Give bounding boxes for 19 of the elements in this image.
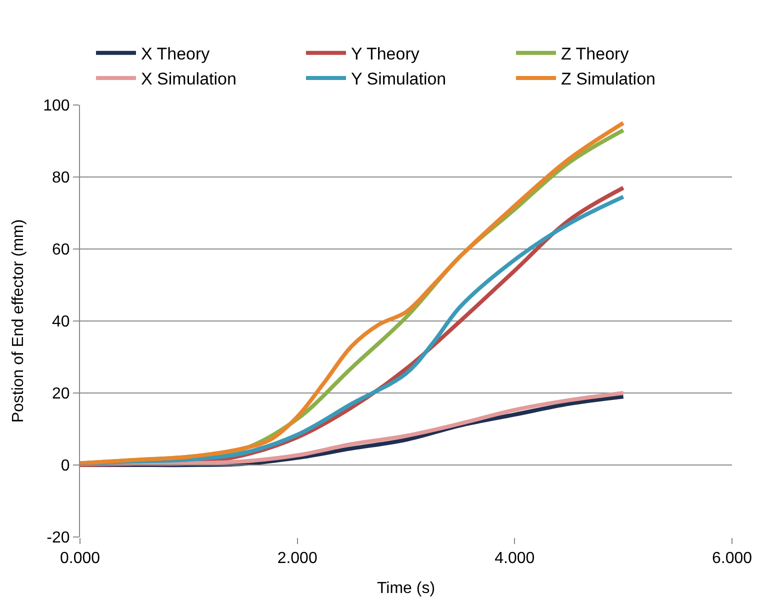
legend-label: Z Simulation [561, 70, 656, 89]
x-axis-title: Time (s) [376, 580, 436, 597]
x-tick-label: 4.000 [494, 550, 535, 568]
y-tick-label: 40 [52, 314, 70, 331]
legend-label: X Theory [141, 44, 210, 64]
y-tick-label: 100 [43, 98, 70, 115]
y-tick-label: -20 [46, 530, 70, 547]
legend-label: X Simulation [141, 70, 236, 89]
y-tick-label: 0 [60, 458, 70, 475]
x-tick-label: 2.000 [277, 550, 318, 568]
x-tick-label: 0.000 [60, 550, 100, 568]
y-tick-label: 60 [52, 242, 70, 259]
legend-label: Y Theory [351, 44, 420, 64]
y-axis-title: Postion of End effector (mm) [10, 219, 27, 423]
legend-label: Z Theory [561, 44, 630, 64]
legend-label: Y Simulation [351, 70, 446, 89]
x-tick-label: 6.000 [712, 550, 752, 568]
y-tick-label: 20 [52, 386, 70, 403]
y-tick-label: 80 [52, 170, 70, 187]
